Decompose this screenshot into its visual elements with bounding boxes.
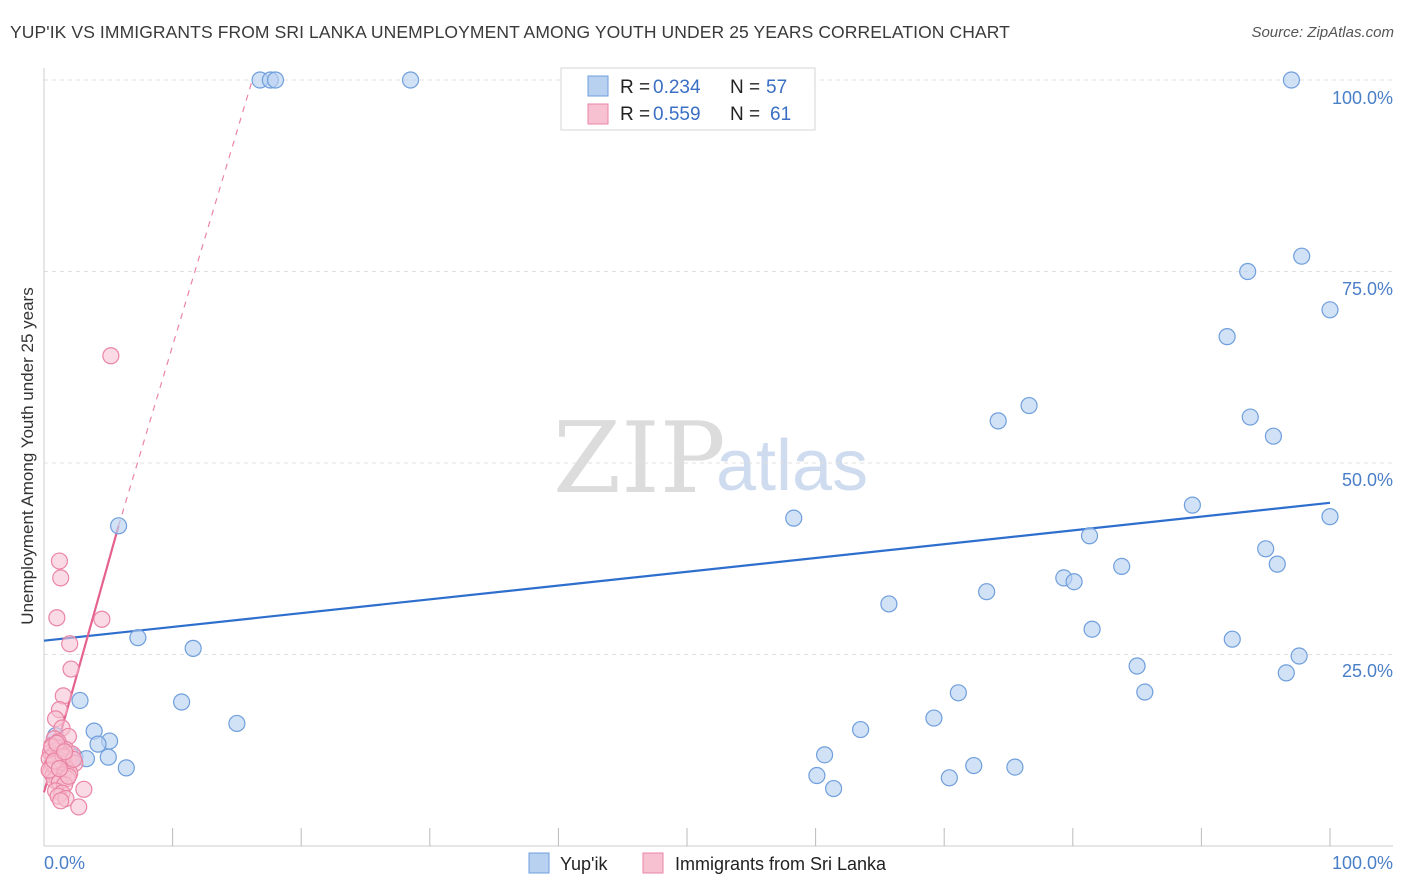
series-legend: Yup'ik Immigrants from Sri Lanka [528, 852, 887, 874]
yupik-point-8 [1321, 301, 1339, 319]
yupik-point-50 [965, 756, 983, 775]
yupik-point-33 [1136, 683, 1154, 701]
legend-swatch-pink [587, 103, 609, 125]
yupik-point-53 [825, 779, 843, 798]
y-tick-label-75: 75.0% [1342, 279, 1393, 299]
sri-lanka-point-49 [52, 792, 70, 810]
yupik-point-30 [1290, 647, 1308, 665]
yupik-point-25 [880, 595, 898, 613]
yupik-point-3 [401, 71, 420, 89]
yupik-point-27 [1223, 630, 1241, 648]
yupik-point-11 [989, 412, 1007, 430]
legend-r-label-1: R = [620, 77, 650, 98]
sri-lanka-point-60 [55, 743, 74, 761]
sri-lanka-point-5 [61, 635, 79, 653]
yupik-point-13 [1264, 427, 1283, 445]
bottom-legend-label-sri-lanka: Immigrants from Sri Lanka [675, 854, 887, 874]
axes [43, 68, 1393, 847]
sri-lanka-point-59 [50, 760, 69, 778]
y-tick-label-50: 50.0% [1342, 470, 1393, 490]
yupik-point-9 [1218, 328, 1236, 346]
sri-lanka-point-44 [75, 780, 93, 798]
y-tick-label-25: 25.0% [1342, 661, 1393, 681]
bottom-legend-swatch-yupik [528, 852, 550, 874]
legend-r-label-2: R = [620, 104, 650, 125]
yupik-point-18 [1321, 508, 1339, 526]
sri-lanka-point-1 [50, 552, 69, 570]
yupik-point-12 [1241, 408, 1259, 426]
watermark-atlas: atlas [716, 426, 868, 506]
yupik-point-29 [184, 639, 202, 657]
yupik-point-21 [1268, 555, 1286, 573]
yupik-point-36 [949, 684, 967, 702]
legend-r-value-2: 0.559 [653, 104, 701, 125]
legend-n-label-2: N = [730, 104, 760, 125]
yupik-point-42 [89, 735, 107, 753]
yupik-point-34 [71, 691, 89, 710]
legend-n-label-1: N = [730, 77, 760, 98]
sri-lanka-point-4 [93, 610, 111, 628]
bottom-legend-label-yupik: Yup'ik [560, 854, 608, 874]
yupik-point-46 [99, 748, 117, 766]
yupik-point-7 [1239, 262, 1257, 281]
yupik-point-43 [816, 746, 834, 764]
sri-lanka-point-0 [102, 347, 120, 365]
yupik-point-26 [1083, 620, 1101, 638]
yupik-point-52 [940, 769, 958, 787]
yupik-point-51 [808, 766, 826, 785]
sri-lanka-point-2 [52, 569, 70, 587]
watermark-zip: ZIP [553, 402, 726, 516]
sri-lanka-points [40, 347, 120, 816]
yupik-point-10 [1020, 396, 1038, 415]
yupik-point-17 [1183, 496, 1201, 514]
yupik-point-32 [1277, 664, 1295, 682]
yupik-point-23 [1065, 573, 1083, 591]
yupik-point-31 [1128, 657, 1146, 675]
legend-swatch-blue [587, 75, 609, 97]
correlation-legend: R = 0.234 N = 57 R = 0.559 N = 61 [560, 67, 816, 131]
yupik-point-39 [852, 720, 870, 739]
trend-line-yupik [43, 501, 1331, 642]
chart-title: YUP'IK VS IMMIGRANTS FROM SRI LANKA UNEM… [10, 22, 1010, 42]
bottom-legend-swatch-sri-lanka [642, 852, 664, 874]
legend-r-value-1: 0.234 [653, 77, 701, 98]
yupik-point-6 [1293, 247, 1311, 265]
yupik-point-16 [785, 509, 803, 527]
legend-n-value-2: 61 [770, 104, 791, 125]
yupik-point-35 [173, 693, 191, 711]
sri-lanka-point-3 [48, 609, 66, 627]
yupik-point-37 [228, 714, 246, 733]
axis-ticks [172, 828, 1331, 846]
trend-line-sri-lanka-extension [118, 79, 253, 526]
yupik-point-28 [129, 629, 147, 647]
y-axis-label: Unemployment Among Youth under 25 years [18, 287, 37, 624]
yupik-point-2 [266, 71, 285, 89]
yupik-point-48 [117, 759, 135, 777]
yupik-point-14 [1257, 540, 1275, 558]
x-tick-label-max: 100.0% [1332, 853, 1393, 873]
source-credit: Source: ZipAtlas.com [1251, 24, 1394, 41]
sri-lanka-point-6 [62, 660, 80, 678]
yupik-point-20 [1113, 557, 1131, 576]
x-tick-label-min: 0.0% [44, 853, 85, 873]
sri-lanka-point-50 [70, 798, 88, 816]
yupik-point-15 [109, 517, 128, 535]
yupik-point-24 [978, 583, 996, 601]
yupik-point-49 [1006, 758, 1024, 776]
y-tick-label-100: 100.0% [1332, 88, 1393, 108]
yupik-point-38 [925, 709, 943, 727]
yupik-point-19 [1080, 527, 1099, 545]
yupik-point-5 [1282, 71, 1301, 89]
legend-n-value-1: 57 [766, 77, 787, 98]
yupik-points [46, 71, 1339, 798]
